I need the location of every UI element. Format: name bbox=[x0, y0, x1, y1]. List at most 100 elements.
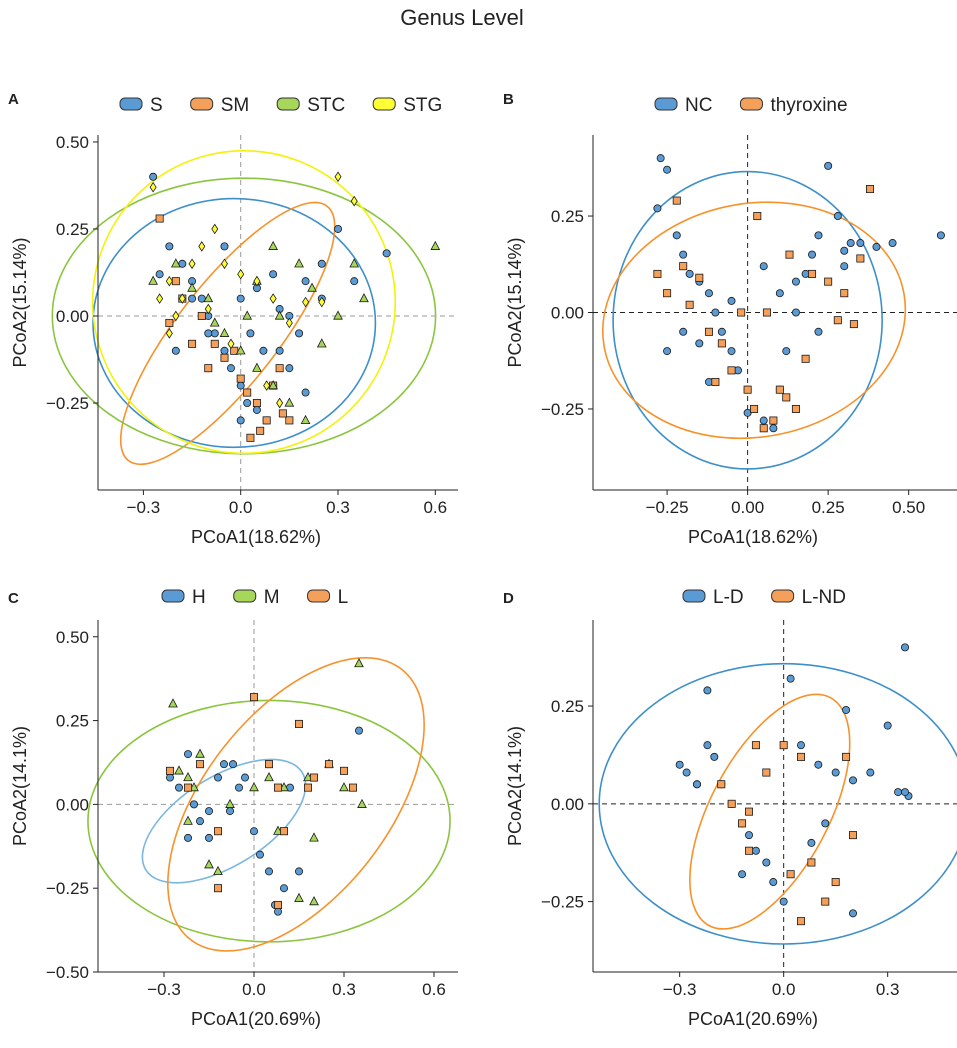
point-thyroxine bbox=[685, 300, 694, 309]
point-stc bbox=[349, 258, 360, 268]
y-axis-title: PCoA2(14.1%) bbox=[10, 726, 30, 846]
x-tick-label: 0.00 bbox=[731, 498, 764, 517]
confidence-ellipse-l bbox=[167, 657, 425, 952]
point-sm bbox=[243, 388, 252, 397]
point-nc bbox=[791, 277, 800, 286]
panel-c: C −0.3 0.0 0.3 0.6 −0.50 −0.25 0.00 0.25 0.50 PCoA… bbox=[8, 587, 458, 1029]
x-tick-label: 0.0 bbox=[242, 980, 266, 999]
point-h bbox=[225, 807, 234, 816]
x-tick-label: 0.0 bbox=[772, 980, 796, 999]
point-thyroxine bbox=[679, 262, 688, 271]
point-s bbox=[226, 364, 235, 373]
point-l bbox=[165, 766, 174, 775]
point-stg bbox=[172, 310, 180, 322]
legend-swatch-l bbox=[307, 589, 331, 603]
point-nc bbox=[846, 239, 855, 248]
point-thyroxine bbox=[717, 339, 726, 348]
point-m bbox=[339, 782, 349, 792]
point-stg bbox=[253, 275, 261, 287]
point-stc bbox=[316, 338, 327, 348]
legend-label: STC bbox=[307, 95, 345, 116]
point-s bbox=[204, 329, 213, 338]
point-thyroxine bbox=[808, 269, 817, 278]
legend-swatch-thyroxine bbox=[739, 97, 763, 111]
point-l bbox=[324, 760, 333, 769]
point-nc bbox=[824, 161, 833, 170]
confidence-ellipse-sm bbox=[119, 201, 336, 466]
point-l bbox=[264, 760, 273, 769]
point-l bbox=[213, 884, 222, 893]
point-l bbox=[273, 783, 282, 792]
point-l-d bbox=[866, 768, 875, 777]
point-h bbox=[183, 833, 192, 842]
point-nc bbox=[888, 239, 897, 248]
figure-title: Genus Level bbox=[400, 5, 524, 30]
point-l-d bbox=[842, 705, 851, 714]
point-l-nd bbox=[797, 917, 806, 926]
x-axis-title: PCoA1(18.62%) bbox=[688, 527, 818, 547]
point-sm bbox=[236, 374, 245, 383]
point-l-nd bbox=[745, 846, 754, 855]
point-s bbox=[382, 249, 391, 258]
point-sm bbox=[246, 433, 255, 442]
point-h bbox=[240, 773, 249, 782]
point-sm bbox=[220, 353, 229, 362]
point-thyroxine bbox=[849, 320, 858, 329]
x-tick-label: 0.50 bbox=[892, 498, 925, 517]
y-tick-label: 0.00 bbox=[56, 795, 89, 814]
x-tick-label: −0.25 bbox=[646, 498, 689, 517]
point-nc bbox=[727, 347, 736, 356]
point-l-d bbox=[745, 831, 754, 840]
point-thyroxine bbox=[840, 289, 849, 298]
point-l-d bbox=[762, 858, 771, 867]
point-stg bbox=[165, 328, 173, 339]
point-l bbox=[213, 827, 222, 836]
panel-a: A −0.3 0.0 0.3 0.6 −0.25 0.00 0.25 0.50 PCoA1(18.… bbox=[8, 91, 458, 547]
point-thyroxine bbox=[833, 316, 842, 325]
point-stc bbox=[274, 310, 285, 320]
point-nc bbox=[685, 269, 694, 278]
point-s bbox=[252, 405, 261, 414]
point-h bbox=[183, 750, 192, 759]
point-stg bbox=[263, 380, 271, 391]
point-l-nd bbox=[786, 870, 795, 879]
point-sm bbox=[275, 364, 284, 373]
point-m bbox=[168, 698, 178, 708]
point-thyroxine bbox=[791, 404, 800, 413]
point-nc bbox=[769, 424, 778, 433]
point-m bbox=[183, 815, 193, 825]
point-stg bbox=[237, 268, 245, 280]
x-tick-label: −0.3 bbox=[147, 980, 181, 999]
x-axis-title: PCoA1(18.62%) bbox=[191, 527, 321, 547]
point-nc bbox=[840, 262, 849, 271]
point-l-d bbox=[821, 819, 830, 828]
point-thyroxine bbox=[769, 416, 778, 425]
point-l-nd bbox=[821, 897, 830, 906]
point-thyroxine bbox=[801, 354, 810, 363]
point-stg bbox=[211, 223, 219, 235]
point-stg bbox=[188, 258, 196, 270]
point-nc bbox=[653, 204, 662, 213]
point-sm bbox=[188, 339, 197, 348]
point-h bbox=[189, 800, 198, 809]
y-tick-label: 0.00 bbox=[551, 795, 584, 814]
point-stc bbox=[268, 240, 279, 250]
point-thyroxine bbox=[782, 393, 791, 402]
point-stg bbox=[156, 293, 164, 304]
point-stc bbox=[252, 362, 262, 372]
point-l-d bbox=[786, 674, 795, 683]
x-axis-title: PCoA1(20.69%) bbox=[688, 1009, 818, 1029]
legend-label: H bbox=[192, 587, 206, 608]
point-l-nd bbox=[727, 799, 736, 808]
point-h bbox=[219, 760, 228, 769]
point-sm bbox=[155, 214, 164, 223]
point-nc bbox=[711, 308, 720, 317]
point-stg bbox=[165, 275, 173, 287]
legend-swatch-stg bbox=[372, 97, 396, 111]
point-m bbox=[174, 765, 184, 775]
y-tick-label: 0.00 bbox=[551, 304, 584, 323]
point-sm bbox=[285, 416, 294, 425]
point-l bbox=[303, 783, 312, 792]
point-thyroxine bbox=[672, 196, 681, 205]
